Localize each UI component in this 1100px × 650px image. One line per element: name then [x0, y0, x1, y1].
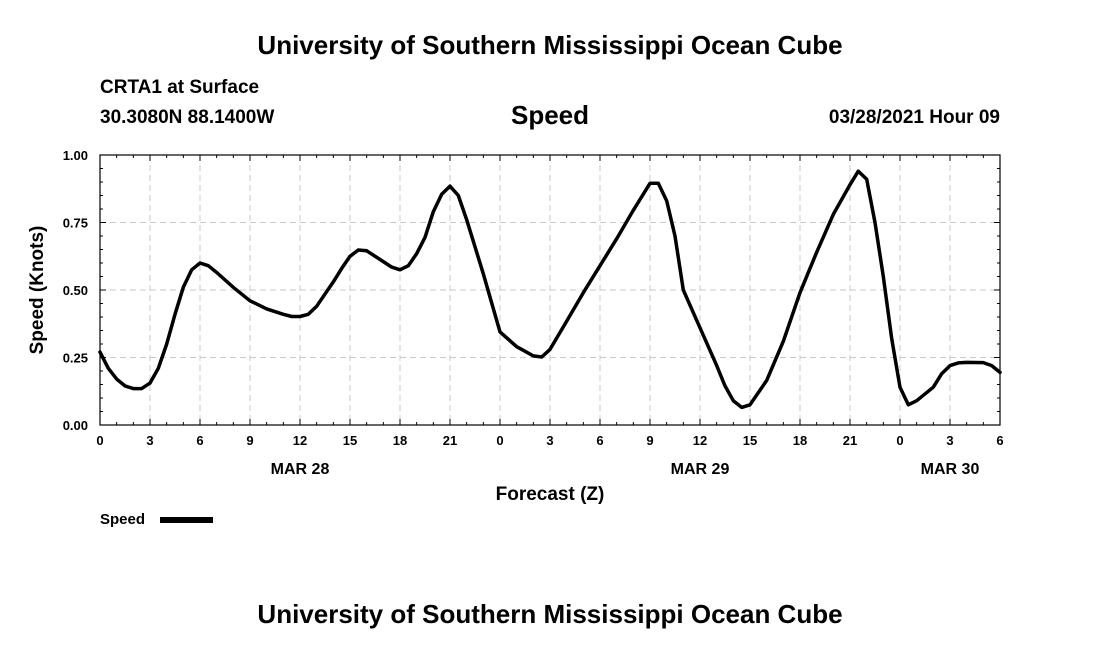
x-day-label: MAR 28: [271, 461, 330, 478]
x-day-label: MAR 30: [921, 461, 980, 478]
banner-title-top: University of Southern Mississippi Ocean…: [257, 30, 843, 60]
x-tick-label: 21: [843, 433, 857, 448]
forecast-datetime: 03/28/2021 Hour 09: [828, 107, 1000, 128]
legend-label-speed: Speed: [100, 511, 145, 528]
series-line-speed: [98, 169, 1002, 410]
x-tick-label: 18: [793, 433, 807, 448]
legend-swatch-speed: [160, 517, 213, 523]
x-tick-label: 15: [343, 433, 357, 448]
x-tick-label: 0: [896, 433, 903, 448]
x-tick-label: 6: [996, 433, 1003, 448]
x-tick-label: 3: [146, 433, 153, 448]
y-tick-label: 0.75: [63, 216, 88, 231]
x-tick-label: 18: [393, 433, 407, 448]
x-tick-label: 9: [646, 433, 653, 448]
x-tick-label: 0: [96, 433, 103, 448]
station-coordinates: 30.3080N 88.1400W: [100, 107, 275, 128]
plot-frame: [99, 154, 1001, 426]
axis-labels: 0 3 6 9 12 15 18 21 0 3 6 9 12 15 18 21 0 3 6 0.00 0.25 0.50 0…: [63, 148, 1004, 478]
y-tick-label: 0.00: [63, 418, 88, 433]
x-tick-label: 6: [596, 433, 603, 448]
x-tick-label: 0: [496, 433, 503, 448]
x-tick-label: 21: [443, 433, 457, 448]
x-tick-label: 6: [196, 433, 203, 448]
x-tick-label: 3: [546, 433, 553, 448]
banner-title-bottom: University of Southern Mississippi Ocean…: [257, 599, 843, 629]
x-tick-label: 3: [946, 433, 953, 448]
x-tick-label: 12: [293, 433, 307, 448]
x-axis-title: Forecast (Z): [496, 484, 605, 505]
y-tick-label: 1.00: [63, 148, 88, 163]
y-axis-title: Speed (Knots): [27, 226, 48, 355]
x-tick-label: 9: [246, 433, 253, 448]
legend: Speed: [100, 511, 213, 528]
y-tick-label: 0.25: [63, 351, 88, 366]
x-tick-label: 15: [743, 433, 757, 448]
station-name: CRTA1 at Surface: [100, 77, 260, 98]
x-tick-label: 12: [693, 433, 707, 448]
chart-variable-title: Speed: [510, 100, 590, 130]
y-tick-label: 0.50: [63, 283, 88, 298]
x-day-label: MAR 29: [671, 461, 730, 478]
